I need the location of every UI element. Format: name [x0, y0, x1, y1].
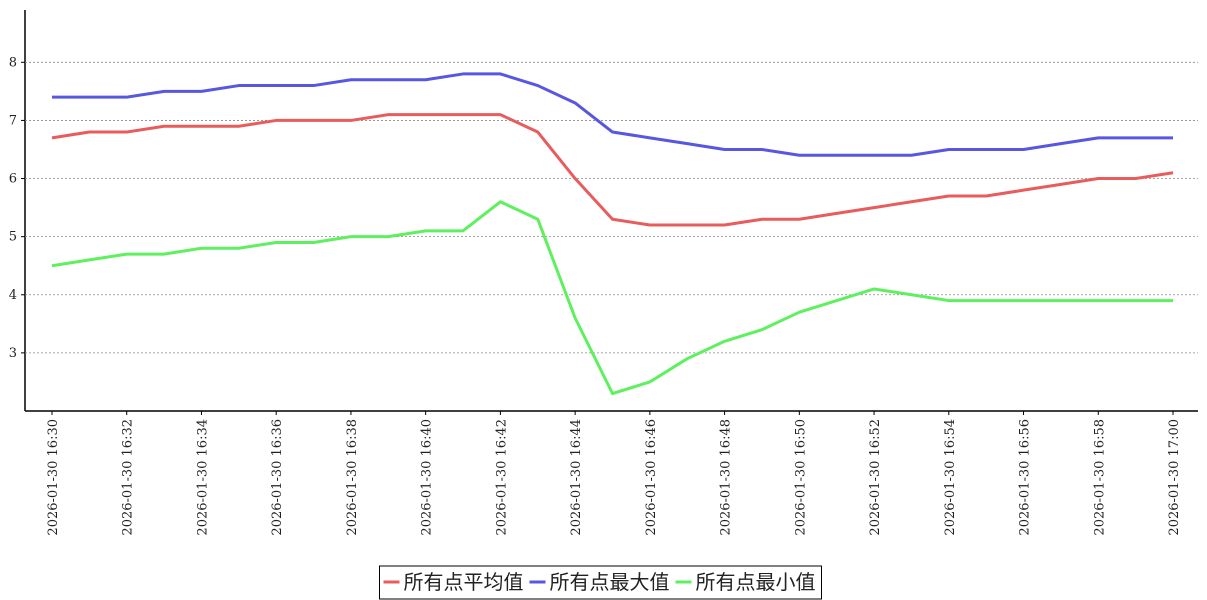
- y-tick-label: 5: [9, 230, 17, 245]
- legend-label: 所有点最大值: [550, 570, 670, 594]
- x-tick-label: 2026-01-30 16:30: [46, 419, 61, 536]
- y-tick-label: 6: [9, 172, 17, 187]
- x-tick-label: 2026-01-30 16:42: [494, 419, 509, 536]
- x-tick-label: 2026-01-30 16:58: [1092, 419, 1107, 536]
- x-tick-label: 2026-01-30 17:00: [1167, 419, 1182, 536]
- x-tick-label: 2026-01-30 16:56: [1018, 419, 1033, 536]
- y-tick-label: 7: [9, 113, 17, 128]
- x-tick-label: 2026-01-30 16:48: [719, 419, 734, 536]
- y-tick-label: 8: [9, 55, 17, 70]
- y-tick-label: 4: [9, 288, 17, 303]
- x-tick-label: 2026-01-30 16:44: [569, 419, 584, 536]
- x-tick-label: 2026-01-30 16:34: [195, 419, 210, 536]
- line-series: [51, 200, 1173, 396]
- legend: 所有点平均值 所有点最大值 所有点最小值: [379, 565, 822, 600]
- x-tick-label: 2026-01-30 16:46: [644, 419, 659, 536]
- x-tick-label: 2026-01-30 16:50: [793, 419, 808, 536]
- line-series: [52, 72, 1173, 157]
- x-tick-label: 2026-01-30 16:54: [943, 419, 958, 536]
- x-tick-label: 2026-01-30 16:38: [345, 419, 360, 536]
- x-tick-label: 2026-01-30 16:36: [270, 419, 285, 536]
- x-tick-label: 2026-01-30 16:40: [420, 419, 435, 536]
- x-tick-label: 2026-01-30 16:32: [121, 419, 136, 536]
- legend-label: 所有点最小值: [696, 570, 816, 594]
- legend-label: 所有点平均值: [404, 570, 524, 594]
- y-tick-label: 3: [9, 346, 17, 361]
- x-tick-label: 2026-01-30 16:52: [868, 419, 883, 536]
- line-series: [51, 113, 1174, 227]
- legend-box: [379, 565, 822, 600]
